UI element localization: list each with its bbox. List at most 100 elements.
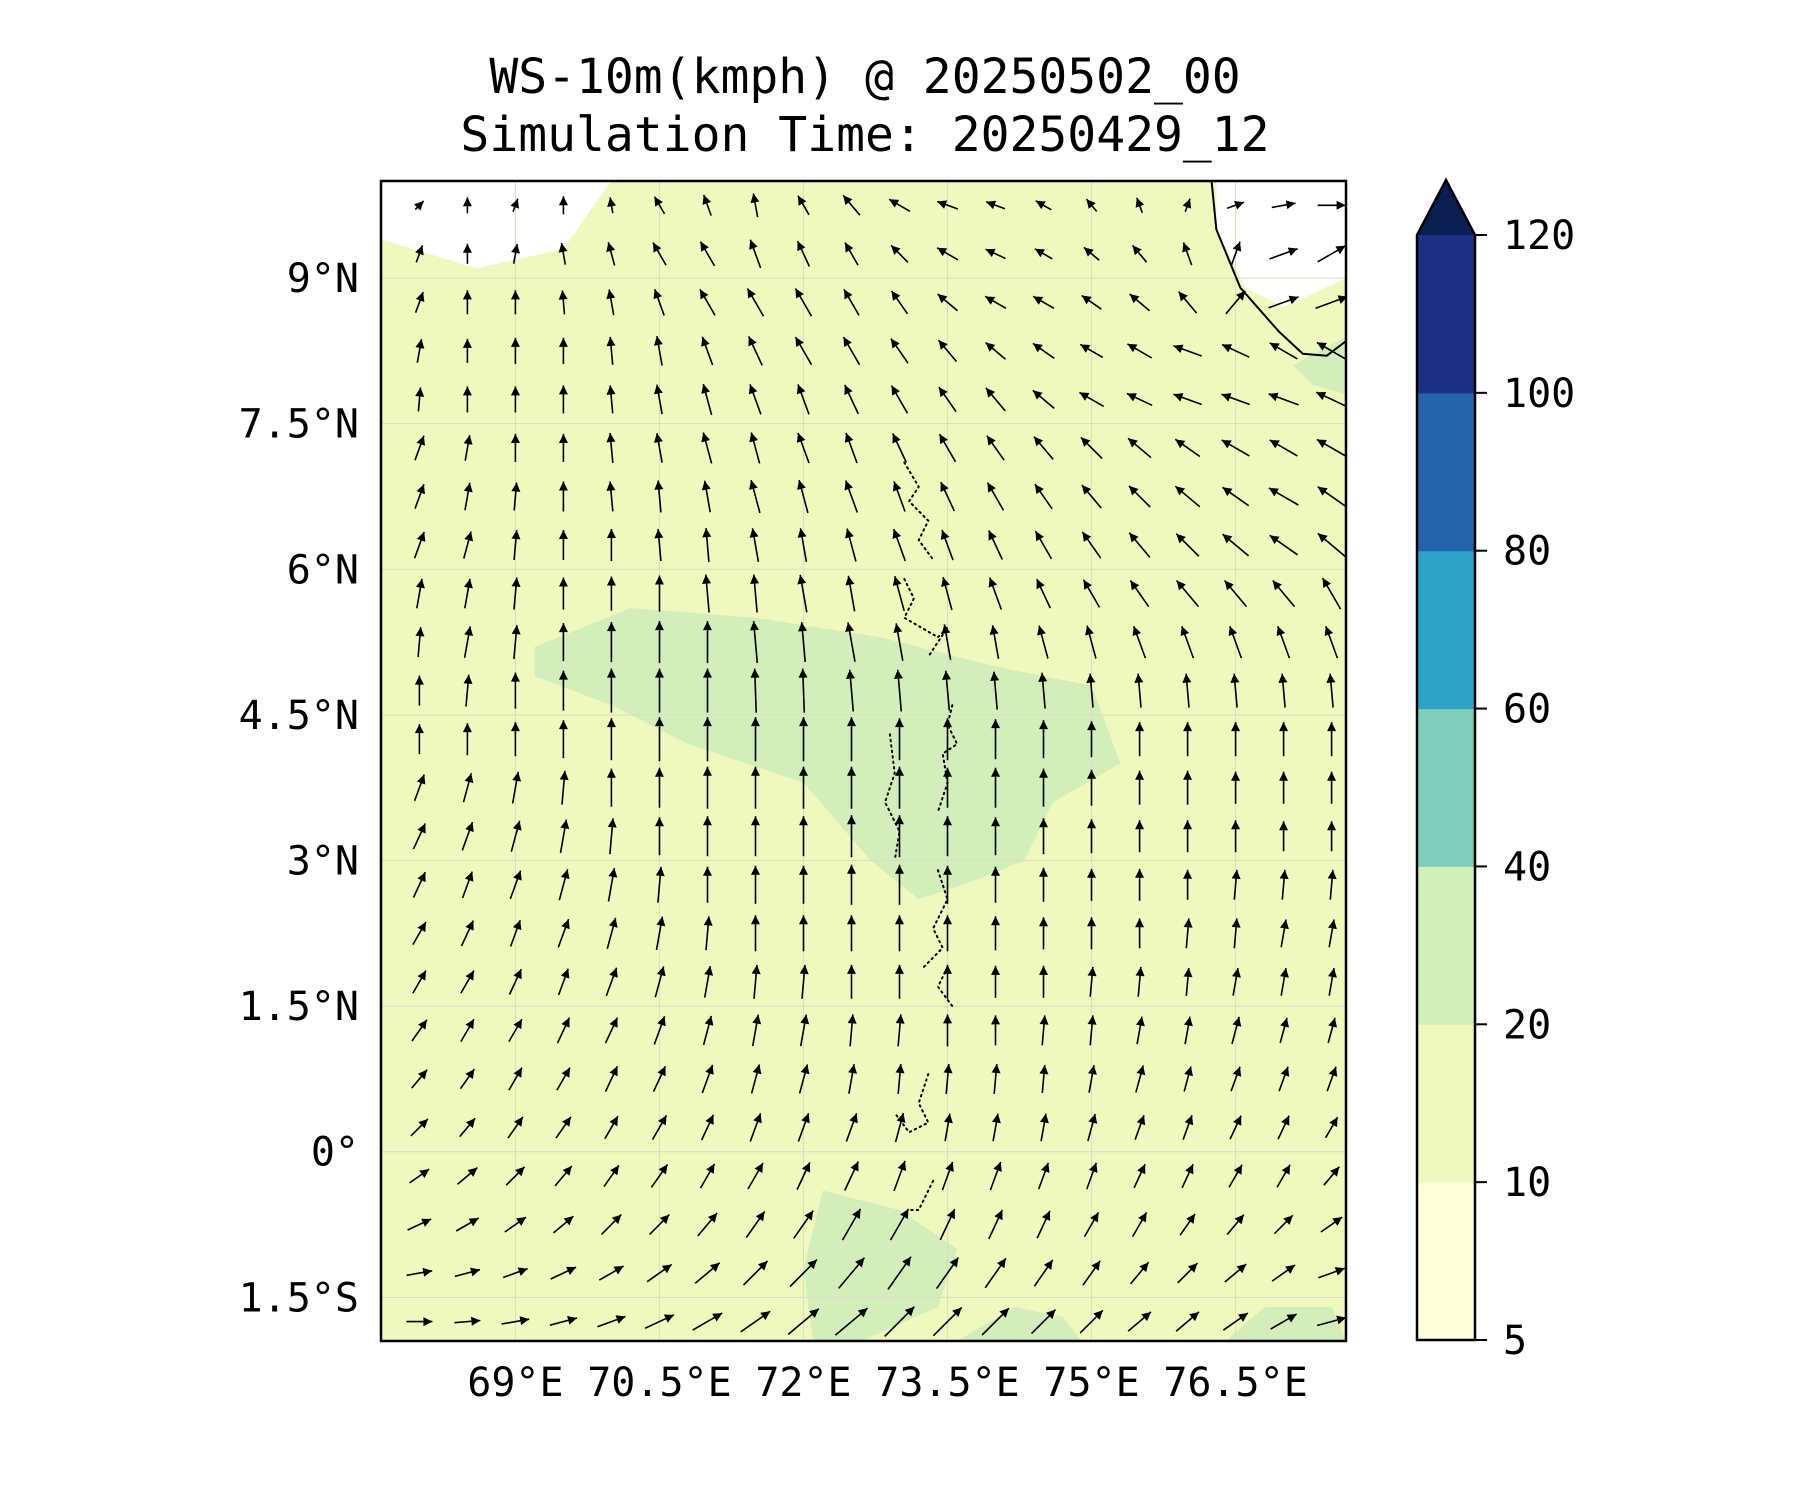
- wind-arrow-head: [465, 970, 474, 981]
- wind-arrow-head: [1287, 247, 1298, 256]
- wind-arrow-head: [1269, 342, 1280, 352]
- wind-arrow: [1177, 291, 1198, 314]
- wind-arrow: [606, 481, 616, 512]
- lat-tick-label: 0°: [311, 1130, 359, 1176]
- wind-arrow: [943, 1014, 953, 1047]
- wind-arrow-head: [747, 288, 756, 299]
- wind-arrow: [1034, 483, 1053, 510]
- wind-arrow: [1184, 1016, 1193, 1045]
- wind-arrow: [412, 970, 427, 994]
- island-outline: [903, 461, 935, 561]
- wind-arrow: [597, 1315, 626, 1328]
- wind-arrow-head: [985, 342, 996, 352]
- wind-arrow: [1134, 1114, 1146, 1140]
- wind-arrow-head: [1087, 966, 1097, 977]
- wind-arrow: [655, 866, 665, 903]
- wind-arrow: [986, 482, 1005, 511]
- wind-arrow-head: [705, 1064, 714, 1075]
- lon-tick-label: 70.5°E: [587, 1360, 732, 1406]
- wind-arrow: [1082, 579, 1101, 608]
- wind-arrow: [510, 290, 520, 315]
- wind-arrow-head: [943, 915, 953, 925]
- wind-arrow: [1221, 343, 1250, 358]
- wind-arrow: [787, 1308, 820, 1336]
- wind-arrow: [654, 668, 664, 713]
- wind-arrow: [1032, 342, 1055, 359]
- wind-arrow: [607, 818, 617, 855]
- wind-arrow: [1272, 579, 1296, 608]
- wind-arrow: [702, 816, 712, 857]
- wind-arrow: [1039, 818, 1049, 855]
- wind-arrow-head: [809, 1308, 819, 1318]
- wind-arrow-head: [1269, 439, 1280, 449]
- wind-arrow-head: [891, 290, 901, 301]
- wind-arrow: [1081, 531, 1102, 559]
- wind-arrow-head: [609, 1116, 618, 1127]
- wind-arrow-head: [796, 432, 806, 443]
- wind-arrow-head: [895, 964, 905, 974]
- wind-arrow: [1328, 967, 1337, 996]
- wind-arrow: [1222, 486, 1250, 507]
- colorbar-segment: [1417, 235, 1475, 394]
- wind-arrow-head: [1033, 296, 1044, 305]
- wind-arrow: [943, 964, 953, 999]
- wind-arrow-head: [615, 1315, 626, 1324]
- wind-arrow: [462, 338, 472, 363]
- wind-arrow-head: [798, 717, 808, 727]
- wind-arrow: [989, 1161, 1002, 1191]
- wind-arrow-head: [1328, 968, 1337, 978]
- wind-arrow: [889, 1208, 910, 1241]
- wind-arrow: [454, 1316, 481, 1326]
- field-patch-calm-north-west: [381, 181, 612, 269]
- wind-arrow-head: [1232, 241, 1242, 252]
- wind-arrow-head: [1093, 1310, 1103, 1320]
- wind-arrow-head: [1231, 820, 1241, 830]
- map-frame: [379, 179, 1348, 1343]
- wind-arrow: [986, 435, 1005, 461]
- wind-arrow: [460, 970, 475, 994]
- wind-arrow-head: [607, 818, 617, 828]
- wind-arrow: [1086, 673, 1096, 708]
- wind-arrow-head: [753, 1113, 762, 1124]
- wind-arrow-head: [559, 770, 569, 781]
- wind-arrow-head: [1039, 720, 1049, 730]
- wind-arrow-head: [1182, 673, 1192, 684]
- wind-arrow: [1131, 244, 1148, 263]
- wind-arrow-head: [991, 916, 1001, 926]
- wind-arrow-head: [749, 239, 758, 250]
- wind-arrow: [985, 341, 1007, 360]
- wind-arrow-head: [1080, 437, 1091, 447]
- wind-arrow: [745, 1210, 766, 1239]
- wind-arrow: [1135, 1065, 1146, 1093]
- wind-arrow: [895, 964, 905, 999]
- wind-arrow-head: [1231, 869, 1241, 880]
- wind-arrow: [943, 915, 953, 952]
- wind-arrow: [1268, 392, 1299, 406]
- wind-arrow: [1279, 1017, 1289, 1044]
- wind-arrow-head: [846, 717, 856, 727]
- wind-arrow: [655, 916, 666, 951]
- wind-arrow: [1135, 197, 1145, 214]
- wind-arrow: [558, 337, 568, 364]
- wind-arrow-head: [465, 920, 474, 931]
- wind-arrow: [652, 1065, 667, 1092]
- wind-arrow-head: [1234, 201, 1245, 210]
- wind-arrow: [789, 1259, 818, 1288]
- wind-arrow: [797, 528, 808, 562]
- wind-arrow: [845, 528, 857, 562]
- wind-arrow: [1133, 1163, 1146, 1189]
- colorbar-tick-label: 80: [1503, 529, 1551, 575]
- wind-arrow-head: [904, 1306, 915, 1317]
- wind-arrow: [796, 240, 811, 267]
- wind-arrow: [502, 1267, 528, 1279]
- wind-arrow-head: [1087, 917, 1097, 927]
- wind-arrow-head: [1184, 1066, 1193, 1077]
- wind-arrow: [692, 1312, 723, 1331]
- wind-arrow: [1221, 439, 1250, 457]
- colorbar-tick-label: 120: [1503, 213, 1575, 259]
- wind-arrow-head: [1173, 393, 1184, 402]
- wind-arrow: [837, 1257, 866, 1289]
- field-patch-south-patch-1: [803, 1190, 958, 1341]
- wind-arrow: [1273, 1214, 1294, 1235]
- wind-arrow-head: [1283, 1215, 1293, 1225]
